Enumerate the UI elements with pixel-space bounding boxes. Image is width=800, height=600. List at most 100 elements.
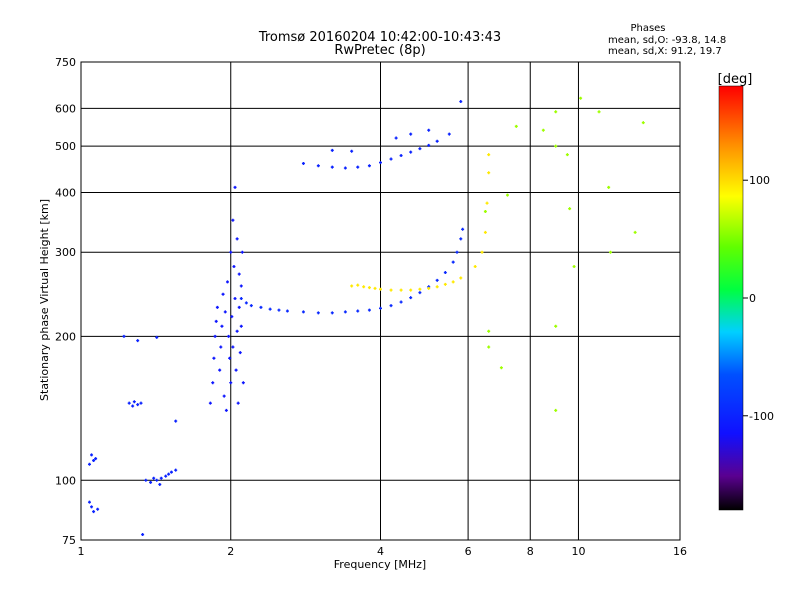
data-point bbox=[136, 403, 140, 407]
data-point bbox=[459, 100, 463, 104]
data-point bbox=[399, 300, 403, 304]
data-point bbox=[87, 462, 91, 466]
data-point bbox=[356, 309, 360, 313]
data-point bbox=[350, 284, 354, 288]
data-point bbox=[127, 401, 131, 405]
data-point bbox=[330, 311, 334, 315]
data-point bbox=[435, 139, 439, 143]
data-point bbox=[220, 324, 224, 328]
data-point bbox=[487, 153, 491, 157]
plot-frame bbox=[80, 61, 681, 541]
x-tick-label: 8 bbox=[527, 545, 534, 558]
data-point bbox=[174, 468, 178, 472]
data-point bbox=[239, 324, 243, 328]
data-point bbox=[144, 478, 148, 482]
data-point bbox=[240, 250, 244, 254]
y-tick-label: 400 bbox=[55, 186, 76, 199]
data-point bbox=[152, 476, 156, 480]
data-point bbox=[485, 201, 489, 205]
data-point bbox=[451, 260, 455, 264]
data-point bbox=[409, 150, 413, 154]
data-point bbox=[219, 345, 223, 349]
colorbar-label: [deg] bbox=[718, 72, 753, 87]
data-point bbox=[90, 505, 94, 509]
phases-header: Phases bbox=[630, 23, 665, 34]
data-point bbox=[568, 207, 572, 211]
x-tick-label: 1 bbox=[78, 545, 85, 558]
data-point bbox=[122, 334, 126, 338]
data-point bbox=[487, 171, 491, 175]
data-point bbox=[268, 307, 272, 311]
x-axis-label: Frequency [MHz] bbox=[334, 558, 426, 571]
data-point bbox=[394, 136, 398, 140]
grid-lines bbox=[81, 62, 680, 540]
data-point bbox=[505, 193, 509, 197]
data-point bbox=[233, 185, 237, 189]
data-point bbox=[399, 288, 403, 292]
data-point bbox=[379, 306, 382, 310]
data-point bbox=[228, 356, 232, 360]
data-point bbox=[231, 345, 235, 349]
data-point bbox=[565, 153, 569, 157]
data-point bbox=[231, 218, 235, 222]
data-point bbox=[389, 288, 393, 292]
data-point bbox=[208, 401, 212, 405]
data-point bbox=[435, 285, 439, 289]
data-point bbox=[155, 478, 159, 482]
data-point bbox=[301, 310, 305, 314]
data-point bbox=[167, 472, 171, 476]
phases-o-stats: mean, sd,O: -93.8, 14.8 bbox=[608, 35, 726, 46]
y-tick-label: 600 bbox=[55, 102, 76, 115]
data-point bbox=[572, 265, 576, 269]
data-point bbox=[212, 356, 216, 360]
data-point bbox=[90, 453, 94, 457]
colorbar-tick-label: 100 bbox=[749, 174, 770, 187]
data-point bbox=[330, 165, 334, 169]
data-point bbox=[222, 394, 226, 398]
data-point bbox=[435, 278, 439, 282]
data-point bbox=[461, 227, 465, 231]
x-tick-label: 10 bbox=[571, 545, 585, 558]
data-point bbox=[316, 164, 320, 168]
y-tick-label: 750 bbox=[55, 56, 76, 69]
data-point bbox=[239, 297, 243, 301]
data-point bbox=[159, 476, 163, 480]
data-point bbox=[224, 408, 228, 412]
data-point bbox=[174, 419, 178, 423]
data-point bbox=[316, 311, 320, 315]
data-point bbox=[259, 305, 263, 309]
data-point bbox=[214, 319, 218, 323]
data-point bbox=[227, 334, 231, 338]
data-point bbox=[554, 324, 558, 328]
data-point bbox=[238, 351, 242, 355]
x-tick-label: 4 bbox=[377, 545, 384, 558]
data-point bbox=[232, 265, 236, 269]
data-point bbox=[139, 401, 143, 405]
data-point bbox=[236, 401, 240, 405]
colorbar bbox=[719, 86, 743, 510]
data-point bbox=[443, 282, 447, 286]
colorbar-ticks: 100 0 -100 bbox=[743, 174, 774, 423]
y-tick-label: 75 bbox=[62, 534, 76, 547]
data-point bbox=[330, 148, 334, 152]
y-tick-label: 500 bbox=[55, 140, 76, 153]
data-point bbox=[225, 280, 229, 284]
data-point bbox=[455, 250, 459, 254]
data-point bbox=[343, 166, 347, 170]
data-point bbox=[367, 286, 371, 290]
x-tick-label: 2 bbox=[227, 545, 234, 558]
data-point bbox=[554, 144, 558, 148]
chart-subtitle: RwPretec (8p) bbox=[334, 43, 425, 58]
colorbar-tick-label: -100 bbox=[749, 410, 774, 423]
data-point bbox=[230, 315, 234, 319]
colorbar-tick-label: 0 bbox=[749, 292, 756, 305]
data-point bbox=[350, 149, 354, 153]
data-point bbox=[241, 381, 245, 385]
data-point bbox=[473, 265, 477, 269]
x-tick-label: 16 bbox=[673, 545, 687, 558]
data-point bbox=[427, 286, 431, 290]
data-point bbox=[239, 284, 243, 288]
y-tick-label: 300 bbox=[55, 246, 76, 259]
data-point bbox=[409, 296, 413, 300]
data-point bbox=[94, 457, 98, 461]
